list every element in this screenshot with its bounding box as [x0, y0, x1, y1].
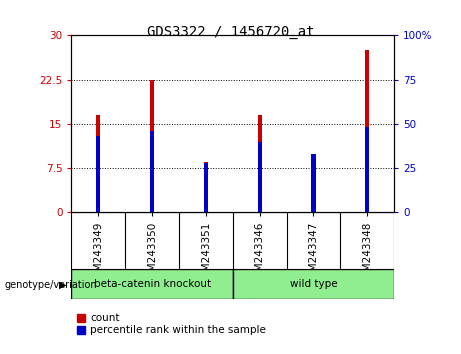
Bar [150, 131, 154, 212]
Text: genotype/variation: genotype/variation [5, 280, 97, 290]
Bar [204, 162, 208, 212]
Bar [233, 269, 394, 299]
Bar [71, 269, 233, 299]
Bar [204, 163, 208, 212]
Text: beta-catenin knockout: beta-catenin knockout [94, 279, 211, 289]
Bar [311, 156, 316, 212]
Legend: count, percentile rank within the sample: count, percentile rank within the sample [77, 313, 266, 335]
Bar [365, 50, 369, 212]
Text: GDS3322 / 1456720_at: GDS3322 / 1456720_at [147, 25, 314, 39]
Text: ▶: ▶ [59, 280, 66, 290]
Bar [96, 115, 100, 212]
Bar [258, 115, 262, 212]
Bar [96, 136, 100, 212]
Bar [150, 80, 154, 212]
Text: wild type: wild type [290, 279, 337, 289]
Bar [258, 142, 262, 212]
Bar [311, 154, 316, 212]
Bar [365, 127, 369, 212]
